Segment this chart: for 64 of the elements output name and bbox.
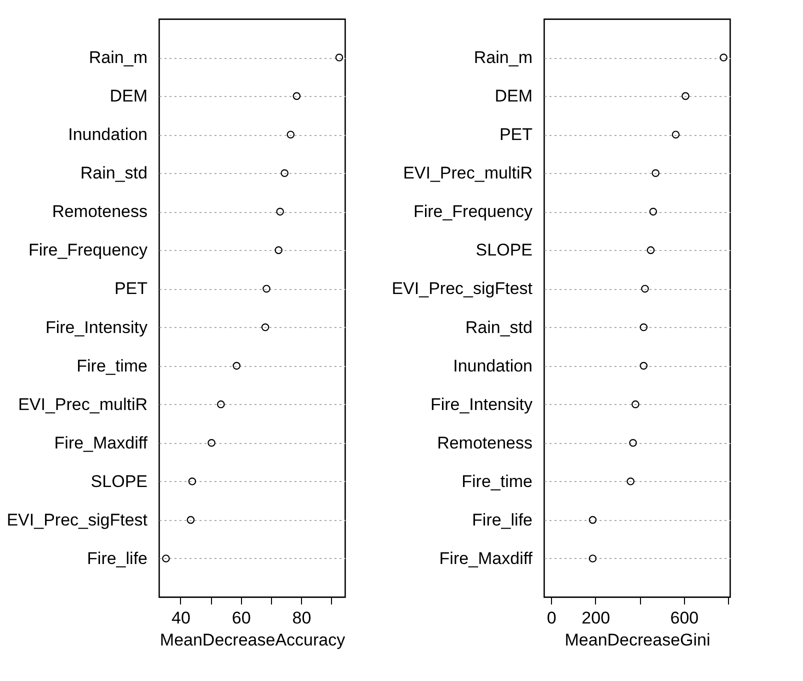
point xyxy=(286,130,295,138)
y-tick-label: Fire_life xyxy=(87,548,148,568)
point xyxy=(276,208,284,216)
y-tick-label: PET xyxy=(499,125,532,144)
point xyxy=(588,554,597,562)
point xyxy=(232,362,241,370)
y-tick-label: Fire_Frequency xyxy=(413,202,533,222)
y-tick-label: Remoteness xyxy=(437,433,532,452)
x-tick-label: 40 xyxy=(171,608,190,628)
point xyxy=(626,478,634,486)
point xyxy=(720,54,728,62)
y-tick-label: DEM xyxy=(494,86,532,106)
y-tick-label: DEM xyxy=(110,86,148,106)
point xyxy=(640,323,648,332)
point xyxy=(641,284,649,293)
point xyxy=(640,362,648,370)
point xyxy=(629,438,637,447)
y-tick-label: Fire_Intensity xyxy=(430,394,533,414)
y-tick-label: SLOPE xyxy=(476,240,532,260)
y-tick-label: Fire_life xyxy=(472,510,532,530)
y-tick-label: PET xyxy=(114,279,148,298)
y-tick-label: Fire_Intensity xyxy=(45,318,148,337)
y-tick-label: Rain_m xyxy=(88,48,148,68)
point xyxy=(649,208,658,216)
y-tick-label: Remoteness xyxy=(52,202,148,222)
y-tick-label: Inundation xyxy=(68,125,148,144)
point xyxy=(652,169,660,178)
point xyxy=(188,478,196,486)
point xyxy=(632,400,640,408)
point xyxy=(216,400,225,408)
y-tick-label: Fire_Maxdiff xyxy=(54,433,148,452)
point xyxy=(646,246,655,254)
point xyxy=(274,246,282,254)
point xyxy=(335,54,344,62)
y-tick-label: Fire_time xyxy=(462,472,532,491)
point xyxy=(208,438,216,447)
x-axis-title: MeanDecreaseAccuracy xyxy=(160,630,346,650)
y-tick-label: EVI_Prec_multiR xyxy=(403,164,532,183)
y-tick-label: Inundation xyxy=(453,356,532,376)
y-tick-label: SLOPE xyxy=(90,472,148,491)
x-axis-title: MeanDecreaseGini xyxy=(564,630,710,650)
point xyxy=(682,92,690,100)
y-tick-label: EVI_Prec_multiR xyxy=(18,394,148,414)
x-tick-label: 60 xyxy=(232,608,251,628)
point xyxy=(261,323,270,332)
y-tick-label: Fire_time xyxy=(76,356,148,376)
y-tick-label: Fire_Maxdiff xyxy=(439,548,533,568)
y-tick-label: EVI_Prec_sigFtest xyxy=(392,279,533,298)
y-tick-label: Fire_Frequency xyxy=(28,240,148,260)
y-tick-label: EVI_Prec_sigFtest xyxy=(6,510,148,530)
point xyxy=(186,516,195,524)
point xyxy=(292,92,301,100)
point xyxy=(162,554,170,562)
point xyxy=(262,284,270,293)
y-tick-label: Rain_std xyxy=(465,318,532,337)
x-tick-label: 600 xyxy=(670,608,699,628)
point xyxy=(280,169,289,178)
y-tick-label: Rain_m xyxy=(474,48,532,68)
y-tick-label: Rain_std xyxy=(80,164,148,183)
x-tick-label: 200 xyxy=(582,608,610,628)
x-tick-label: 80 xyxy=(292,608,312,628)
x-tick-label: 0 xyxy=(546,608,556,628)
point xyxy=(672,130,680,138)
point xyxy=(588,516,597,524)
